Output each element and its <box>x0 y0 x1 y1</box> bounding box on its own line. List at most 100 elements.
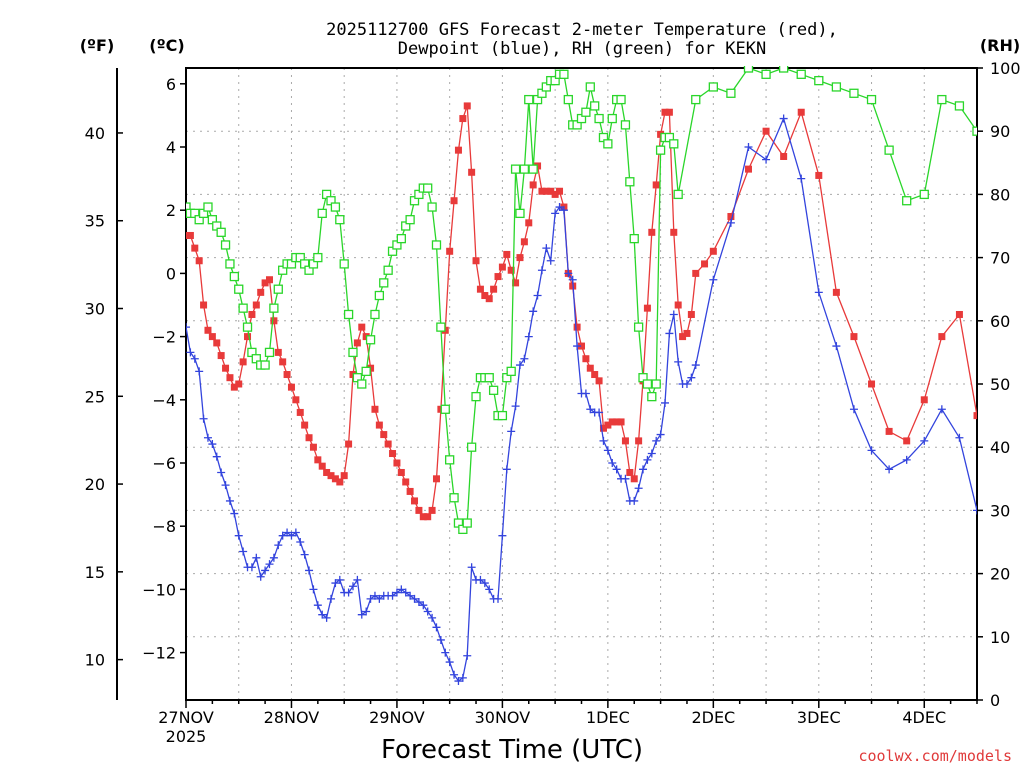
temperature-point <box>226 374 234 382</box>
temperature-point <box>955 310 963 318</box>
dewpoint-point <box>599 436 608 445</box>
rh-point <box>866 94 877 105</box>
temperature-line <box>186 105 977 518</box>
celsius-tick-label: −8 <box>152 517 176 536</box>
dewpoint-point <box>682 380 691 388</box>
rh-point <box>620 120 631 130</box>
dewpoint-point <box>291 528 300 537</box>
chart-title-line1: 2025112700 GFS Forecast 2-meter Temperat… <box>326 20 838 40</box>
dewpoint-point <box>660 398 669 407</box>
dewpoint-point <box>322 613 331 622</box>
celsius-unit-label: (ºC) <box>149 36 184 55</box>
temperature-point <box>230 383 238 391</box>
temperature-point <box>287 383 295 391</box>
rh-point <box>440 404 450 414</box>
dewpoint-point <box>432 623 441 632</box>
dewpoint-point <box>309 585 318 594</box>
celsius-tick-label: 2 <box>166 201 176 220</box>
rh-point <box>633 322 644 332</box>
temperature-point <box>591 371 599 379</box>
rh-point <box>919 189 929 200</box>
dewpoint-point <box>441 648 450 657</box>
dewpoint-point <box>401 588 410 597</box>
dewpoint-point <box>485 585 494 594</box>
dewpoint-point <box>230 509 239 518</box>
rh-point <box>431 240 442 250</box>
dewpoint-point <box>551 209 560 218</box>
temperature-point <box>648 228 656 236</box>
temperature-point <box>270 317 278 325</box>
dewpoint-point <box>348 582 357 591</box>
rh-point <box>559 69 569 79</box>
dewpoint-point <box>239 547 248 556</box>
temperature-point <box>428 506 436 514</box>
rh-point <box>954 101 965 111</box>
temperature-point <box>213 339 221 347</box>
dewpoint-point <box>744 143 753 151</box>
dewpoint-point <box>265 560 274 569</box>
dewpoint-point <box>397 585 406 594</box>
dewpoint-point <box>256 572 265 581</box>
temperature-point <box>635 437 643 445</box>
celsius-tick-label: −6 <box>152 454 176 473</box>
rh-point <box>761 69 771 79</box>
dewpoint-point <box>507 427 516 436</box>
rh-point <box>471 391 481 402</box>
dewpoint-point <box>436 635 445 644</box>
rh-point <box>691 94 701 105</box>
rh-point <box>796 69 806 79</box>
temperature-point <box>186 231 194 239</box>
x-tick-label: 1DEC <box>586 708 630 727</box>
dewpoint-point <box>190 354 199 363</box>
dewpoint-point <box>269 553 278 562</box>
temperature-point <box>586 364 594 372</box>
rh-point <box>814 75 824 86</box>
temperature-point <box>468 168 476 176</box>
temperature-point <box>604 421 612 429</box>
temperature-point <box>336 478 344 486</box>
temperature-point <box>832 288 840 296</box>
rh-tick-label: 40 <box>990 438 1010 457</box>
rh-point <box>449 493 459 503</box>
temperature-point <box>415 506 423 514</box>
credit-link[interactable]: coolwx.com/models <box>858 747 1012 765</box>
rh-tick-label: 30 <box>990 501 1010 520</box>
temperature-point <box>868 380 876 388</box>
temperature-point <box>424 513 432 521</box>
dewpoint-point <box>252 553 261 562</box>
rh-point <box>629 233 639 244</box>
dewpoint-point <box>331 579 340 588</box>
dewpoint-point <box>643 455 652 464</box>
temperature-point <box>573 323 581 331</box>
temperature-point <box>599 424 607 432</box>
rh-point <box>317 208 327 219</box>
x-tick-label: 27NOV <box>158 708 214 727</box>
dewpoint-point <box>217 468 226 477</box>
dewpoint-point <box>762 155 771 164</box>
temperature-point <box>454 146 462 154</box>
temperature-point <box>265 276 273 284</box>
x-tick-label: 2DEC <box>691 708 735 727</box>
celsius-tick-label: −10 <box>142 580 176 599</box>
dewpoint-point <box>225 496 234 505</box>
rh-point <box>273 284 283 294</box>
rh-point <box>849 88 859 98</box>
fahrenheit-tick-label: 10 <box>85 651 105 670</box>
rh-point <box>515 208 525 219</box>
temperature-point <box>235 380 243 388</box>
dewpoint-point <box>991 484 999 492</box>
series-layer <box>186 66 999 686</box>
fahrenheit-tick-label: 15 <box>85 563 105 582</box>
rh-point <box>708 82 718 92</box>
dewpoint-point <box>937 405 946 414</box>
temperature-series <box>186 102 977 521</box>
temperature-point <box>459 115 467 123</box>
temperature-point <box>261 279 269 287</box>
dewpoint-point <box>867 446 876 455</box>
temperature-point <box>446 247 454 255</box>
dewpoint-point <box>318 610 327 619</box>
temperature-point <box>727 213 735 221</box>
rh-point <box>497 410 508 421</box>
rh-point <box>396 233 406 244</box>
